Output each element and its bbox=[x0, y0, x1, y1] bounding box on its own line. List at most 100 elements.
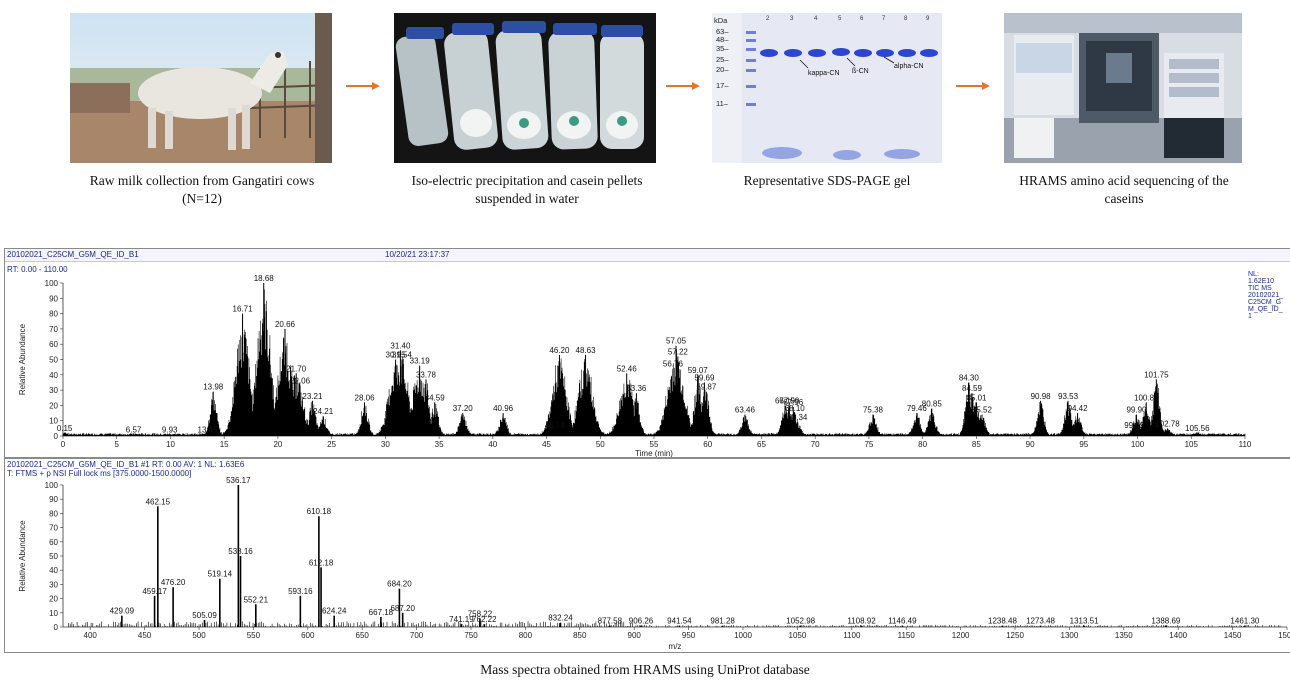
y-tick-label: 90 bbox=[49, 294, 58, 303]
x-tick-label: 450 bbox=[138, 631, 152, 640]
y-tick-label: 40 bbox=[49, 566, 58, 575]
ms-peak-label: 462.15 bbox=[146, 497, 171, 506]
y-tick-label: 80 bbox=[49, 310, 58, 319]
x-tick-label: 30 bbox=[381, 440, 390, 449]
step-4-caption: HRAMS amino acid sequencing of the casei… bbox=[1010, 172, 1238, 208]
tic-info-line: M_QE_ID_ bbox=[1248, 306, 1283, 313]
x-tick-label: 850 bbox=[573, 631, 587, 640]
tic-info-line: C25CM_G bbox=[1248, 299, 1281, 306]
ms-peak-label: 877.58 bbox=[598, 617, 623, 626]
ms-peak-label: 981.28 bbox=[710, 617, 735, 626]
x-tick-label: 1400 bbox=[1169, 631, 1187, 640]
x-tick-label: 1300 bbox=[1061, 631, 1079, 640]
ms-peak-label: 476.20 bbox=[161, 578, 186, 587]
ms-peak-label: 832.24 bbox=[548, 614, 573, 623]
x-tick-label: 25 bbox=[327, 440, 336, 449]
tic-peak-label: 84.30 bbox=[959, 373, 980, 382]
tic-peak-label: 53.36 bbox=[626, 384, 647, 393]
tic-info-line: 1.62E10 bbox=[1248, 278, 1274, 285]
tic-peak-label: 20.66 bbox=[275, 320, 296, 329]
gel-band-label: kappa-CN bbox=[808, 70, 840, 77]
arrow-right-icon bbox=[956, 82, 990, 90]
y-tick-label: 70 bbox=[49, 325, 58, 334]
x-tick-label: 1150 bbox=[898, 631, 916, 640]
x-tick-label: 75 bbox=[864, 440, 873, 449]
x-tick-label: 95 bbox=[1079, 440, 1088, 449]
ms-peak-label: 610.18 bbox=[307, 507, 332, 516]
tic-chromatogram-panel: 20102021_C25CM_G5M_QE_ID_B1 10/20/21 23:… bbox=[4, 248, 1290, 458]
gel-kda-label: kDa bbox=[714, 16, 728, 25]
x-tick-label: 55 bbox=[650, 440, 659, 449]
y-tick-label: 60 bbox=[49, 538, 58, 547]
x-tick-label: 900 bbox=[628, 631, 642, 640]
y-tick-label: 0 bbox=[54, 432, 59, 441]
x-tick-label: 15 bbox=[220, 440, 229, 449]
tic-peak-label: 59.87 bbox=[696, 383, 717, 392]
tic-peak-label: 34.59 bbox=[425, 393, 446, 402]
mass-spectrum-panel: 20102021_C25CM_G5M_QE_ID_B1 #1 RT: 0.00 … bbox=[4, 458, 1290, 653]
y-tick-label: 50 bbox=[49, 552, 58, 561]
step-2-caption: Iso-electric precipitation and casein pe… bbox=[402, 172, 652, 208]
gel-marker-label: 17– bbox=[716, 81, 729, 90]
tic-peak-label: 80.85 bbox=[922, 399, 943, 408]
ms-peak-label: 1273.48 bbox=[1026, 617, 1055, 626]
tic-peak-label: 57.22 bbox=[668, 347, 689, 356]
ms-peak-label: 1388.69 bbox=[1151, 617, 1180, 626]
tic-peak-label: 59.69 bbox=[694, 373, 715, 382]
x-tick-label: 1250 bbox=[1006, 631, 1024, 640]
ms-peak-label: 519.14 bbox=[208, 570, 233, 579]
tic-peak-label: 13.98 bbox=[203, 383, 224, 392]
ms-chart: 0102030405060708090100400 450 500 550 600 650… bbox=[5, 459, 1290, 652]
tic-peak-label: 37.20 bbox=[453, 404, 474, 413]
x-tick-label: 35 bbox=[435, 440, 444, 449]
gel-marker-label: 25– bbox=[716, 55, 729, 64]
tic-peak-label: 102.78 bbox=[1155, 419, 1180, 428]
arrow-right-icon bbox=[666, 82, 700, 90]
ms-peak-label: 429.09 bbox=[110, 607, 135, 616]
x-tick-label: 600 bbox=[301, 631, 315, 640]
x-tick-label: 800 bbox=[519, 631, 533, 640]
tic-file-name: 20102021_C25CM_G5M_QE_ID_B1 bbox=[7, 250, 139, 259]
hrams-instrument-photo bbox=[1004, 13, 1242, 163]
tic-peak-label: 63.46 bbox=[735, 406, 756, 415]
x-tick-label: 50 bbox=[596, 440, 605, 449]
tic-peak-label: 52.46 bbox=[617, 364, 638, 373]
x-tick-label: 40 bbox=[488, 440, 497, 449]
x-tick-label: 80 bbox=[918, 440, 927, 449]
tic-info-line: TIC MS bbox=[1248, 285, 1272, 292]
x-tick-label: 500 bbox=[192, 631, 206, 640]
tic-peak-label: 31.40 bbox=[390, 341, 411, 350]
tic-peak-label: 67.96 bbox=[783, 398, 804, 407]
tic-peak-label: 101.75 bbox=[1144, 370, 1169, 379]
x-tick-label: 45 bbox=[542, 440, 551, 449]
tic-timestamp: 10/20/21 23:17:37 bbox=[385, 250, 450, 259]
x-tick-label: 10 bbox=[166, 440, 175, 449]
x-tick-label: 1350 bbox=[1115, 631, 1133, 640]
ms-peak-label: 1052.98 bbox=[786, 617, 815, 626]
tic-peak-label: 48.63 bbox=[576, 346, 597, 355]
ms-peak-label: 552.21 bbox=[244, 595, 269, 604]
x-tick-label: 1100 bbox=[843, 631, 861, 640]
tic-peak-label: 99.69 bbox=[1124, 421, 1145, 430]
ms-peak-label: 1108.92 bbox=[847, 617, 876, 626]
tic-peak-label: 9.93 bbox=[162, 425, 178, 434]
gel-band-label: ß-CN bbox=[852, 68, 869, 75]
x-tick-label: 105 bbox=[1185, 440, 1199, 449]
cow-photo bbox=[70, 13, 332, 163]
tic-peak-label: 18.68 bbox=[254, 274, 275, 283]
tic-peak-label: 33.19 bbox=[410, 357, 431, 366]
x-tick-label: 1450 bbox=[1224, 631, 1242, 640]
y-tick-label: 40 bbox=[49, 371, 58, 380]
ms-peak-label: 624.24 bbox=[322, 607, 347, 616]
arrow-right-icon bbox=[346, 82, 380, 90]
x-tick-label: 700 bbox=[410, 631, 424, 640]
tic-peak-label: 16.71 bbox=[233, 305, 254, 314]
step-1-caption: Raw milk collection from Gangatiri cows … bbox=[82, 172, 322, 208]
tic-peak-label: 46.20 bbox=[549, 346, 570, 355]
tic-peak-label: 57.05 bbox=[666, 337, 687, 346]
tic-peak-label: 22.06 bbox=[290, 377, 311, 386]
ms-peak-label: 612.18 bbox=[309, 558, 334, 567]
ms-peak-label: 906.26 bbox=[629, 617, 654, 626]
ms-peak-label: 762.22 bbox=[472, 615, 497, 624]
y-tick-label: 10 bbox=[49, 609, 58, 618]
